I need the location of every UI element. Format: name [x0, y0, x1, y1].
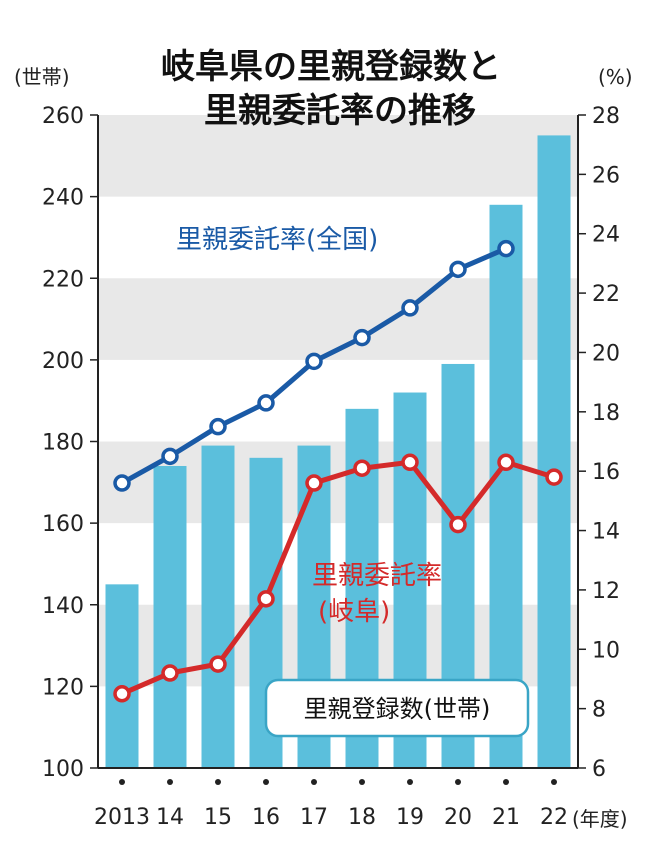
- national-rate-point-2013: [113, 474, 131, 492]
- national-rate-point-19: [401, 299, 419, 317]
- gifu-rate-label-line-2: (岐阜): [318, 597, 390, 627]
- national-rate-point-15: [209, 417, 227, 436]
- x-tick-label: 19: [396, 805, 424, 830]
- x-tick-dot: [551, 779, 557, 785]
- bar-legend-label: 里親登録数(世帯): [304, 695, 491, 723]
- national-rate-point-16: [257, 394, 275, 412]
- gifu-rate-point-2013: [113, 685, 131, 703]
- left-tick-label: 160: [42, 512, 84, 537]
- national-rate-point-14: [161, 447, 179, 466]
- x-tick-dot: [167, 779, 173, 785]
- x-tick-label: 18: [348, 805, 376, 830]
- left-tick-label: 240: [42, 186, 84, 211]
- right-tick-label: 28: [592, 104, 620, 129]
- left-tick-label: 220: [42, 267, 84, 292]
- background-band: [98, 115, 578, 197]
- bar-14: [153, 465, 187, 768]
- chart-title-line-2: 里親委託率の推移: [204, 91, 476, 131]
- right-tick-label: 22: [592, 282, 620, 307]
- national-rate-label: 里親委託率(全国): [176, 225, 378, 255]
- axes: 100 120 140 160 180 200 220 240 260 6 8 10 12 14 16 18 2…: [42, 104, 620, 830]
- right-tick-label: 10: [592, 638, 620, 663]
- left-tick-label: 100: [42, 757, 84, 782]
- right-axis-unit: (%): [598, 65, 633, 89]
- left-tick-label: 200: [42, 349, 84, 374]
- bar-15: [201, 445, 235, 768]
- x-tick-label: 22: [540, 805, 568, 830]
- right-tick-label: 20: [592, 341, 620, 366]
- x-tick-dot: [263, 779, 269, 785]
- x-tick-label: 17: [300, 805, 328, 830]
- right-tick-label: 6: [592, 757, 606, 782]
- x-tick-dot: [503, 779, 509, 785]
- gifu-rate-point-15: [209, 655, 227, 673]
- x-tick-label: 14: [156, 805, 184, 830]
- bar-legend-frame: [264, 678, 530, 738]
- left-tick-label: 140: [42, 594, 84, 619]
- x-tick-label: 2013: [94, 805, 150, 830]
- gifu-rate-point-16: [257, 590, 275, 608]
- x-tick-dot: [311, 779, 317, 785]
- gifu-rate-line: [121, 459, 555, 697]
- x-axis-unit: (年度): [572, 807, 628, 831]
- bar-22: [537, 135, 571, 768]
- x-tick-label: 20: [444, 805, 472, 830]
- bar-21: [489, 204, 523, 769]
- right-tick-label: 24: [592, 223, 620, 248]
- x-tick-dot: [407, 779, 413, 785]
- chart-title-line-1: 岐阜県の里親登録数と: [161, 47, 501, 87]
- bar-legend-box: 里親登録数(世帯): [264, 678, 530, 738]
- x-tick-dot: [455, 779, 461, 785]
- national-rate-point-17: [305, 352, 323, 371]
- right-tick-label: 14: [592, 520, 620, 545]
- x-tick-label: 15: [204, 805, 232, 830]
- bar-2013: [105, 584, 139, 768]
- x-tick-dot: [215, 779, 221, 785]
- gifu-rate-label-line-1: 里親委託率: [312, 561, 442, 591]
- left-tick-label: 180: [42, 431, 84, 456]
- right-tick-label: 8: [592, 698, 606, 723]
- right-tick-label: 12: [592, 579, 620, 604]
- gifu-rate-point-17: [305, 474, 323, 492]
- line-series: [113, 239, 563, 703]
- left-axis-unit: (世帯): [14, 65, 70, 89]
- right-tick-label: 26: [592, 163, 620, 188]
- chart-text: 岐阜県の里親登録数と 里親委託率の推移 (世帯) (%) (年度) 里親委託率(…: [14, 47, 633, 831]
- left-tick-label: 120: [42, 675, 84, 700]
- x-tick-dot: [359, 779, 365, 785]
- gifu-rate-point-20: [449, 515, 467, 534]
- national-rate-point-21: [497, 239, 515, 258]
- left-tick-label: 260: [42, 104, 84, 129]
- x-tick-dot: [119, 779, 125, 785]
- gifu-rate-point-22: [545, 468, 563, 486]
- right-tick-label: 18: [592, 401, 620, 426]
- right-tick-label: 16: [592, 460, 620, 485]
- national-rate-point-18: [353, 328, 371, 347]
- x-tick-label: 16: [252, 805, 280, 830]
- gifu-rate-point-19: [401, 453, 419, 472]
- gifu-rate-point-18: [353, 459, 371, 477]
- national-rate-point-20: [449, 260, 467, 279]
- gifu-rate-point-21: [497, 453, 515, 472]
- gifu-rate-point-14: [161, 664, 179, 682]
- x-tick-label: 21: [492, 805, 520, 830]
